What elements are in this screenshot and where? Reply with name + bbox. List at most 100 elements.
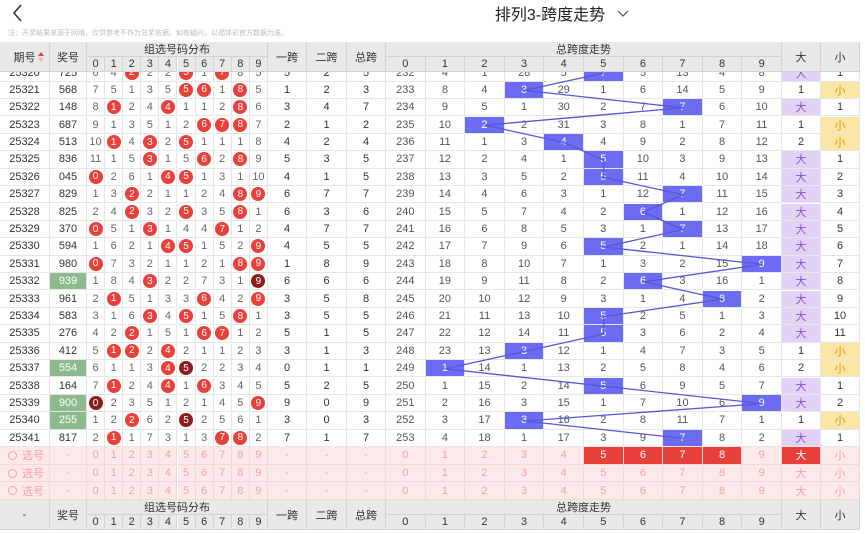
dist-cell: 4	[159, 307, 178, 326]
select-digit[interactable]: 1	[105, 482, 124, 501]
select-trend[interactable]: 0	[386, 447, 426, 465]
select-trend[interactable]: 9	[742, 447, 782, 465]
select-radio[interactable]	[8, 450, 17, 460]
select-trend[interactable]: 2	[465, 447, 505, 465]
select-trend[interactable]: 3	[504, 447, 545, 465]
dist-cell: 5	[141, 116, 160, 134]
select-trend[interactable]: 2	[465, 464, 505, 483]
select-small[interactable]: 小	[821, 482, 860, 501]
select-digit[interactable]: 3	[141, 464, 160, 483]
select-trend[interactable]: 0	[386, 464, 426, 483]
select-trend[interactable]: 2	[465, 482, 505, 501]
select-digit[interactable]: 1	[105, 447, 124, 465]
select-radio[interactable]	[8, 468, 17, 478]
select-trend[interactable]: 7	[663, 482, 703, 501]
trend-cell: 15	[742, 186, 782, 204]
select-digit[interactable]: 4	[159, 482, 178, 501]
dist-cell: 4	[159, 99, 178, 117]
issue: 25339	[0, 394, 50, 413]
select-small[interactable]: 小	[821, 464, 860, 483]
select-trend[interactable]: 9	[742, 482, 782, 501]
dist-cell: 2	[141, 342, 160, 361]
select-digit[interactable]: 3	[141, 482, 160, 501]
select-trend[interactable]: 6	[623, 464, 664, 483]
page-title[interactable]: 排列3-跨度走势	[494, 7, 606, 24]
draw-number: 725	[50, 72, 87, 82]
select-digit[interactable]: 8	[231, 464, 250, 483]
select-digit[interactable]: 7	[213, 447, 232, 465]
select-big[interactable]: 大	[782, 464, 821, 483]
select-big[interactable]: 大	[782, 447, 821, 465]
dist-cell: 7	[213, 116, 232, 134]
total: 3	[347, 342, 386, 361]
select-trend[interactable]: 8	[702, 464, 743, 483]
select-trend[interactable]: 3	[504, 482, 545, 501]
select-digit[interactable]: 2	[123, 464, 142, 483]
select-digit[interactable]: 9	[249, 447, 268, 465]
span2: 8	[307, 255, 347, 274]
select-digit[interactable]: 8	[231, 482, 250, 501]
dist-cell: 1	[231, 325, 250, 343]
select-trend[interactable]: 1	[425, 447, 466, 465]
trend-cell: 20	[425, 290, 466, 308]
select-trend[interactable]: 4	[544, 482, 584, 501]
trend-cell: 8	[702, 133, 743, 152]
dist-cell: 2	[123, 99, 142, 117]
select-digit[interactable]: 6	[195, 447, 214, 465]
back-button[interactable]	[8, 2, 28, 24]
select-digit[interactable]: 5	[177, 482, 196, 501]
select-digit[interactable]: 4	[159, 464, 178, 483]
dist-cell: 5	[213, 203, 232, 221]
select-trend[interactable]: 4	[544, 464, 584, 483]
select-trend[interactable]: 5	[584, 464, 624, 483]
select-digit[interactable]: 3	[141, 447, 160, 465]
select-trend[interactable]: 0	[386, 482, 426, 501]
select-trend[interactable]: 6	[623, 482, 664, 501]
select-digit[interactable]: 9	[249, 464, 268, 483]
select-digit[interactable]: 2	[123, 447, 142, 465]
select-digit[interactable]: 5	[177, 464, 196, 483]
select-trend[interactable]: 7	[663, 464, 703, 483]
select-digit[interactable]: 7	[213, 464, 232, 483]
select-digit[interactable]: 9	[249, 482, 268, 501]
select-digit[interactable]: 6	[195, 482, 214, 501]
select-trend[interactable]: 8	[702, 447, 743, 465]
select-radio[interactable]	[8, 486, 17, 496]
trend-cell: 9	[504, 238, 545, 256]
dist-ball: 2	[124, 187, 139, 202]
select-digit[interactable]: 1	[105, 464, 124, 483]
trend-cell: 1	[663, 116, 703, 134]
select-digit[interactable]: 0	[87, 482, 106, 501]
select-digit[interactable]: 2	[123, 482, 142, 501]
dist-cell: 2	[105, 394, 124, 413]
sort-icon[interactable]	[38, 52, 44, 62]
select-trend[interactable]: 8	[702, 482, 743, 501]
select-trend[interactable]: 5	[584, 447, 624, 465]
span1: 5	[268, 72, 307, 82]
dist-cell: 2	[159, 412, 178, 430]
select-trend[interactable]: 1	[425, 482, 466, 501]
select-dash: -	[50, 464, 87, 483]
select-digit[interactable]: 0	[87, 464, 106, 483]
select-trend[interactable]: 6	[623, 447, 664, 465]
dist-ball: 0	[88, 169, 103, 184]
select-dash: -	[268, 464, 307, 483]
select-trend[interactable]: 4	[544, 447, 584, 465]
select-trend[interactable]: 1	[425, 464, 466, 483]
dist-cell: 3	[141, 151, 160, 169]
select-digit[interactable]: 4	[159, 447, 178, 465]
select-digit[interactable]: 0	[87, 447, 106, 465]
select-digit[interactable]: 8	[231, 447, 250, 465]
select-trend[interactable]: 7	[663, 447, 703, 465]
trend-cell: 4	[623, 342, 664, 361]
select-trend[interactable]: 5	[584, 482, 624, 501]
select-small[interactable]: 小	[821, 447, 860, 465]
select-digit[interactable]: 6	[195, 464, 214, 483]
select-digit[interactable]: 7	[213, 482, 232, 501]
select-trend[interactable]: 3	[504, 464, 545, 483]
small-cell: 2	[821, 168, 860, 187]
select-digit[interactable]: 5	[177, 447, 196, 465]
trend-cell: 3	[425, 412, 466, 430]
select-big[interactable]: 大	[782, 482, 821, 501]
select-trend[interactable]: 9	[742, 464, 782, 483]
